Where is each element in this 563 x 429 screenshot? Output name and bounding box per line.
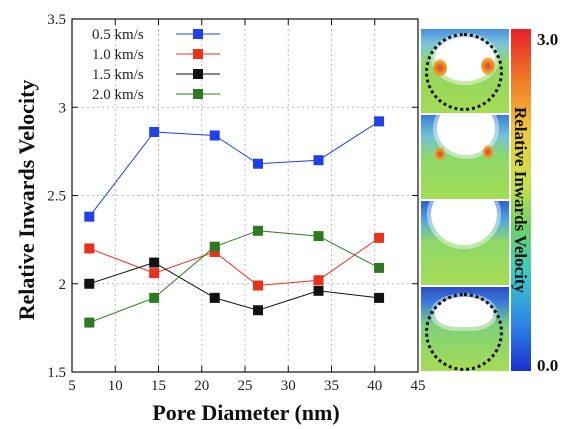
data-point <box>84 278 95 289</box>
simulation-image <box>421 287 509 371</box>
colorbar-max-label: 3.0 <box>537 30 559 49</box>
data-point <box>84 211 95 222</box>
x-tick-label: 40 <box>367 378 382 394</box>
data-point <box>252 225 263 236</box>
y-tick-label: 2.5 <box>47 189 66 205</box>
tick-labels: 5 10 15 20 25 30 35 40 45 1.5 2 2.5 3 3.5 <box>47 12 425 394</box>
data-point <box>209 246 220 257</box>
data-point <box>84 317 95 328</box>
simulation-image <box>421 29 509 113</box>
data-point <box>374 292 385 303</box>
legend-label: 1.5 km/s <box>92 67 144 83</box>
series-line <box>89 262 380 311</box>
legend-marker <box>193 69 203 79</box>
axes <box>71 18 419 373</box>
pore-outline <box>425 33 503 111</box>
data-point <box>374 232 385 243</box>
series-line <box>89 237 380 287</box>
ejecta-spot <box>435 147 445 161</box>
simulation-panel-3 <box>421 201 509 285</box>
data-point <box>252 280 263 291</box>
data-point <box>313 231 324 242</box>
data-point <box>374 262 385 273</box>
color-bar <box>511 29 531 371</box>
data-point <box>84 243 95 254</box>
x-axis-label: Pore Diameter (nm) <box>152 400 339 425</box>
legend-label: 1.0 km/s <box>92 47 144 63</box>
simulation-panel-4 <box>421 287 509 371</box>
legend-marker <box>193 89 203 99</box>
x-tick-label: 45 <box>411 378 426 394</box>
y-tick-label: 3 <box>59 100 67 116</box>
ejecta-spot <box>483 145 493 159</box>
x-tick-label: 15 <box>151 378 166 394</box>
data-point <box>149 292 160 303</box>
pore-void <box>431 201 497 245</box>
x-tick-label: 5 <box>68 378 76 394</box>
data-point <box>374 116 385 127</box>
data-point <box>313 285 324 296</box>
x-tick-label: 20 <box>194 378 209 394</box>
data-point <box>252 305 263 316</box>
legend-label: 0.5 km/s <box>92 27 144 43</box>
simulation-image <box>421 115 509 199</box>
colorbar-title: Relative Inwards Velocity <box>511 106 530 294</box>
series-line <box>89 230 380 324</box>
simulation-panel-2 <box>421 115 509 199</box>
pore-outline <box>425 293 503 371</box>
y-tick-label: 1.5 <box>47 365 66 381</box>
grid-lines <box>72 19 418 372</box>
data-point <box>252 158 263 169</box>
data-point <box>313 155 324 166</box>
legend: 0.5 km/s 1.0 km/s 1.5 km/s 2.0 km/s <box>92 27 220 103</box>
x-tick-label: 25 <box>238 378 253 394</box>
simulation-panel-1 <box>421 29 509 113</box>
legend-label: 2.0 km/s <box>92 87 144 103</box>
x-tick-label: 30 <box>281 378 296 394</box>
simulation-image <box>421 201 509 285</box>
x-tick-label: 35 <box>324 378 339 394</box>
series-line <box>88 120 380 217</box>
legend-marker <box>193 29 203 39</box>
data-point <box>149 268 160 279</box>
series-1 <box>84 116 385 222</box>
data-point <box>209 130 220 141</box>
series-4 <box>84 225 385 328</box>
data-point <box>149 257 160 268</box>
y-tick-label: 3.5 <box>47 12 66 28</box>
legend-marker <box>193 49 203 59</box>
colorbar-min-label: 0.0 <box>537 356 559 375</box>
data-point <box>149 126 160 137</box>
data-point <box>313 275 324 286</box>
plot-frame <box>71 18 419 373</box>
x-tick-label: 10 <box>108 378 123 394</box>
y-tick-label: 2 <box>59 277 67 293</box>
series-layer <box>84 116 385 328</box>
data-point <box>209 292 220 303</box>
y-axis-label: Relative Inwards Velocity <box>14 80 39 321</box>
series-2 <box>84 232 385 291</box>
series-3 <box>84 257 385 316</box>
data-point <box>209 241 220 252</box>
